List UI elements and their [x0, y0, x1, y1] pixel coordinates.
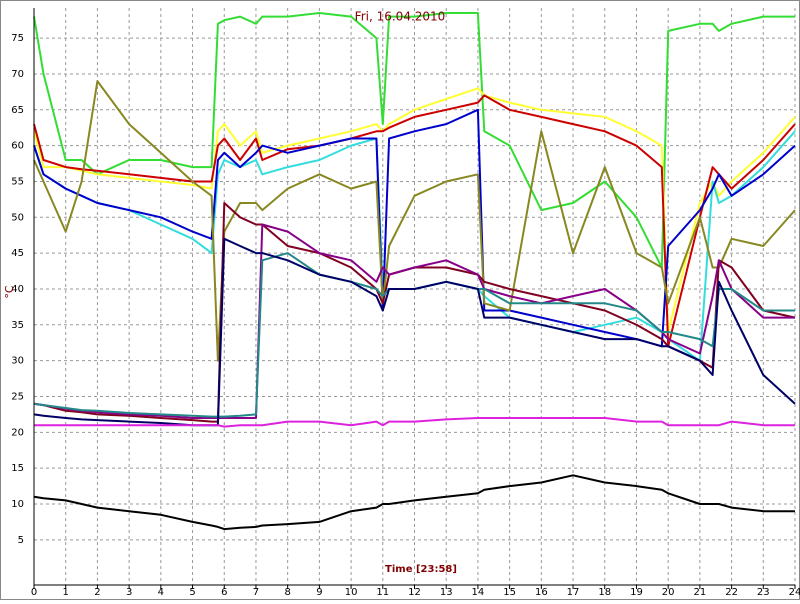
y-tick-label: 60 [11, 141, 24, 152]
x-tick-label: 5 [189, 587, 195, 598]
series-line [34, 417, 795, 428]
y-axis-label: °C [3, 285, 16, 299]
x-tick-label: 20 [662, 587, 675, 598]
y-tick-label: 35 [11, 320, 24, 331]
x-tick-label: 2 [94, 587, 100, 598]
x-tick-label: 10 [345, 587, 358, 598]
x-tick-label: 3 [126, 587, 132, 598]
y-tick-label: 65 [11, 105, 24, 116]
x-axis-label: Time [23:58] [385, 564, 457, 575]
series-line [33, 12, 795, 269]
x-tick-label: 0 [31, 587, 37, 598]
x-tick-label: 7 [253, 587, 259, 598]
x-tick-label: 8 [284, 587, 290, 598]
series-line [33, 474, 795, 531]
x-tick-label: 11 [376, 587, 389, 598]
y-tick-label: 25 [11, 391, 24, 402]
x-tick-label: 15 [503, 587, 516, 598]
series-line [33, 237, 796, 427]
y-tick-label: 45 [11, 248, 24, 259]
y-tick-label: 20 [11, 427, 24, 438]
y-tick-label: 75 [11, 33, 24, 44]
x-tick-label: 17 [567, 587, 580, 598]
y-tick-label: 70 [11, 69, 24, 80]
y-tick-label: 10 [11, 499, 24, 510]
x-tick-label: 18 [598, 587, 611, 598]
chart-title: Fri, 16.04.2010 [355, 10, 446, 24]
y-tick-label: 5 [18, 535, 24, 546]
x-tick-label: 9 [316, 587, 322, 598]
x-tick-label: 6 [221, 587, 227, 598]
x-tick-label: 19 [630, 587, 643, 598]
x-tick-label: 14 [472, 587, 485, 598]
y-tick-label: 50 [11, 212, 24, 223]
x-tick-label: 16 [535, 587, 548, 598]
x-tick-label: 21 [694, 587, 707, 598]
y-tick-label: 30 [11, 356, 24, 367]
x-tick-label: 13 [440, 587, 453, 598]
x-tick-label: 4 [158, 587, 164, 598]
y-tick-label: 15 [11, 463, 24, 474]
y-tick-label: 40 [11, 284, 24, 295]
x-tick-label: 23 [757, 587, 770, 598]
x-tick-label: 24 [789, 587, 800, 598]
series-line [33, 252, 795, 418]
x-tick-label: 12 [408, 587, 421, 598]
x-tick-label: 22 [725, 587, 738, 598]
series-line [33, 223, 795, 419]
lines [33, 12, 796, 531]
y-tick-label: 55 [11, 176, 24, 187]
x-tick-label: 1 [63, 587, 69, 598]
